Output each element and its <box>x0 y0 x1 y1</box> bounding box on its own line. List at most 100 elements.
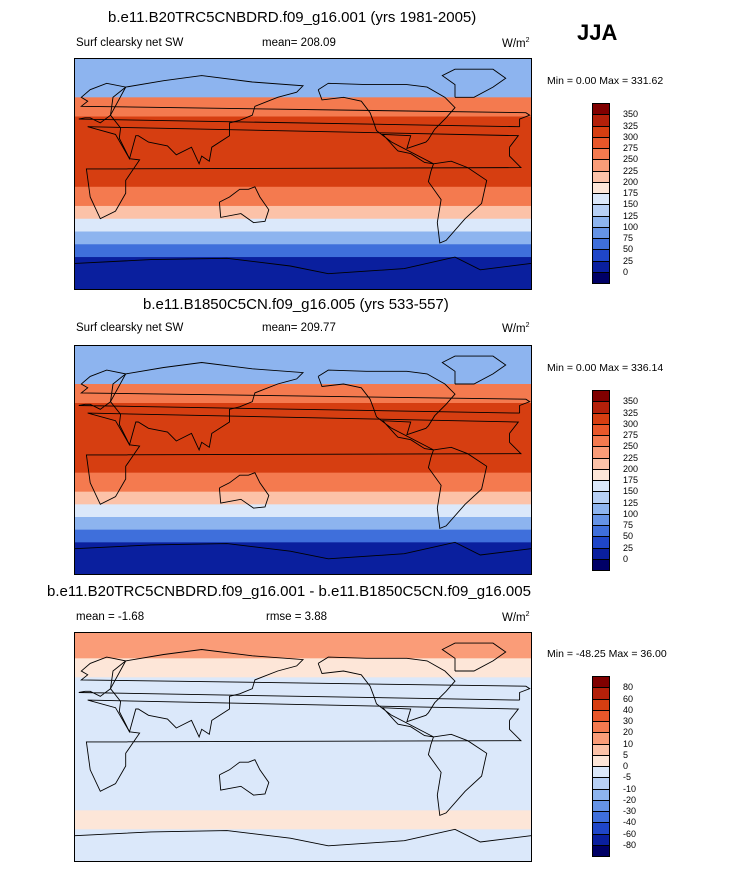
map-svg <box>75 633 531 861</box>
colorbar-tick-label: 50 <box>623 244 634 255</box>
coastline-6 <box>441 68 507 98</box>
colorbar-tick-label: -10 <box>623 783 637 794</box>
colorbar-tick-label: 200 <box>623 463 639 474</box>
panel-3-mean-label: mean = -1.68 <box>76 611 145 623</box>
coastline-2 <box>109 75 305 166</box>
panel-2-min-max-label: Min = 0.00 Max = 336.14 <box>547 362 664 374</box>
lat-band-4 <box>75 491 531 505</box>
lat-band-3 <box>75 810 531 830</box>
colorbar-tick-label: -60 <box>623 828 637 839</box>
panel-3-rmse-label: rmse = 3.88 <box>266 611 328 623</box>
colorbar-tick-label: 20 <box>623 727 634 738</box>
panel-1-units-label: W/m2 <box>502 37 530 50</box>
lat-band-0 <box>75 633 531 659</box>
coastline-0 <box>85 699 522 792</box>
lat-band-5 <box>75 218 531 232</box>
colorbar-tick-label: 10 <box>623 738 634 749</box>
panel-2-variable-label: Surf clearsky net SW <box>76 322 184 334</box>
colorbar-tick-label: 150 <box>623 199 639 210</box>
colorbar-tick-label: -40 <box>623 817 637 828</box>
coastline-4 <box>427 446 488 530</box>
panel-3-colorbar <box>592 676 610 857</box>
coastline-1 <box>78 369 531 414</box>
colorbar-tick-label: 5 <box>623 749 629 760</box>
lat-band-6 <box>75 231 531 245</box>
colorbar-tick-label: 175 <box>623 475 639 485</box>
panel-3-map <box>74 632 532 862</box>
panel-1-mean-label: mean= 208.09 <box>262 37 336 49</box>
panel-1-colorbar <box>592 103 610 284</box>
colorbar-tick-label: 50 <box>623 531 634 542</box>
panel-2-mean-label: mean= 209.77 <box>262 322 336 334</box>
colorbar-tick-label: 75 <box>623 520 634 530</box>
coastline-5 <box>218 759 270 796</box>
lat-band-0 <box>75 346 531 385</box>
panel-1-min-max-label: Min = 0.00 Max = 331.62 <box>547 75 664 87</box>
colorbar-tick-label: 125 <box>623 210 639 221</box>
lat-band-8 <box>75 542 531 574</box>
coastline-3 <box>317 82 456 165</box>
colorbar-tick-label: 175 <box>623 188 639 198</box>
panel-1-variable-label: Surf clearsky net SW <box>76 37 184 49</box>
colorbar-tick-label: 325 <box>623 407 639 418</box>
panel-2-colorbar <box>592 390 610 571</box>
lat-band-7 <box>75 529 531 543</box>
colorbar-tick-label: 25 <box>623 255 634 266</box>
colorbar-tick-label: 0 <box>623 761 629 771</box>
colorbar-tick-label: 225 <box>623 452 639 463</box>
lat-band-2 <box>75 677 531 811</box>
coastline-2 <box>109 362 305 452</box>
coastline-4 <box>427 733 488 817</box>
colorbar-tick-label: 30 <box>623 716 634 726</box>
coastline-2 <box>109 649 305 739</box>
colorbar-tick-label: -30 <box>623 806 637 816</box>
colorbar-tick-label: 60 <box>623 693 634 704</box>
lat-band-5 <box>75 504 531 518</box>
lat-band-8 <box>75 257 531 289</box>
colorbar-box <box>592 271 610 284</box>
colorbar-tick-label: 100 <box>623 508 639 519</box>
coastline-6 <box>441 642 507 672</box>
colorbar-tick-label: 100 <box>623 221 639 232</box>
coastline-5 <box>218 186 270 224</box>
colorbar-tick-label: 150 <box>623 486 639 497</box>
colorbar-tick-label: 300 <box>623 418 639 429</box>
season-label: JJA <box>577 20 618 45</box>
coastline-0 <box>85 412 522 505</box>
lat-band-3 <box>75 186 531 207</box>
coastline-3 <box>317 656 456 738</box>
lat-band-4 <box>75 829 531 861</box>
coastline-4 <box>427 160 488 244</box>
lat-band-6 <box>75 517 531 531</box>
colorbar-tick-label: 75 <box>623 233 634 243</box>
colorbar-tick-label: 200 <box>623 176 639 187</box>
colorbar-tick-label: 0 <box>623 553 629 564</box>
panel-3-min-max-label: Min = -48.25 Max = 36.00 <box>547 648 667 660</box>
lat-band-1 <box>75 384 531 404</box>
colorbar-tick-label: 0 <box>623 266 629 277</box>
coastline-3 <box>317 369 456 451</box>
lat-band-7 <box>75 244 531 258</box>
panel-2-map <box>74 345 532 575</box>
colorbar-box <box>592 558 610 571</box>
colorbar-tick-label: 350 <box>623 109 639 120</box>
panel-3-title: b.e11.B20TRC5CNBDRD.f09_g16.001 - b.e11.… <box>47 583 531 600</box>
coastline-6 <box>441 355 507 385</box>
lat-band-3 <box>75 472 531 493</box>
colorbar-tick-label: -20 <box>623 794 637 805</box>
panel-2-units-label: W/m2 <box>502 322 530 335</box>
colorbar-tick-label: -80 <box>623 839 637 850</box>
coastline-7 <box>75 541 531 560</box>
colorbar-tick-label: 125 <box>623 497 639 508</box>
coastline-1 <box>78 656 531 701</box>
colorbar-tick-label: 275 <box>623 430 639 440</box>
map-svg <box>75 59 531 289</box>
colorbar-tick-label: 350 <box>623 396 639 407</box>
colorbar-tick-label: -5 <box>623 772 632 783</box>
panel-2-title: b.e11.B1850C5CN.f09_g16.005 (yrs 533-557… <box>143 296 449 313</box>
lat-band-1 <box>75 658 531 678</box>
lat-band-4 <box>75 205 531 220</box>
coastline-7 <box>75 256 531 275</box>
colorbar-tick-label: 275 <box>623 143 639 153</box>
lat-band-0 <box>75 59 531 98</box>
